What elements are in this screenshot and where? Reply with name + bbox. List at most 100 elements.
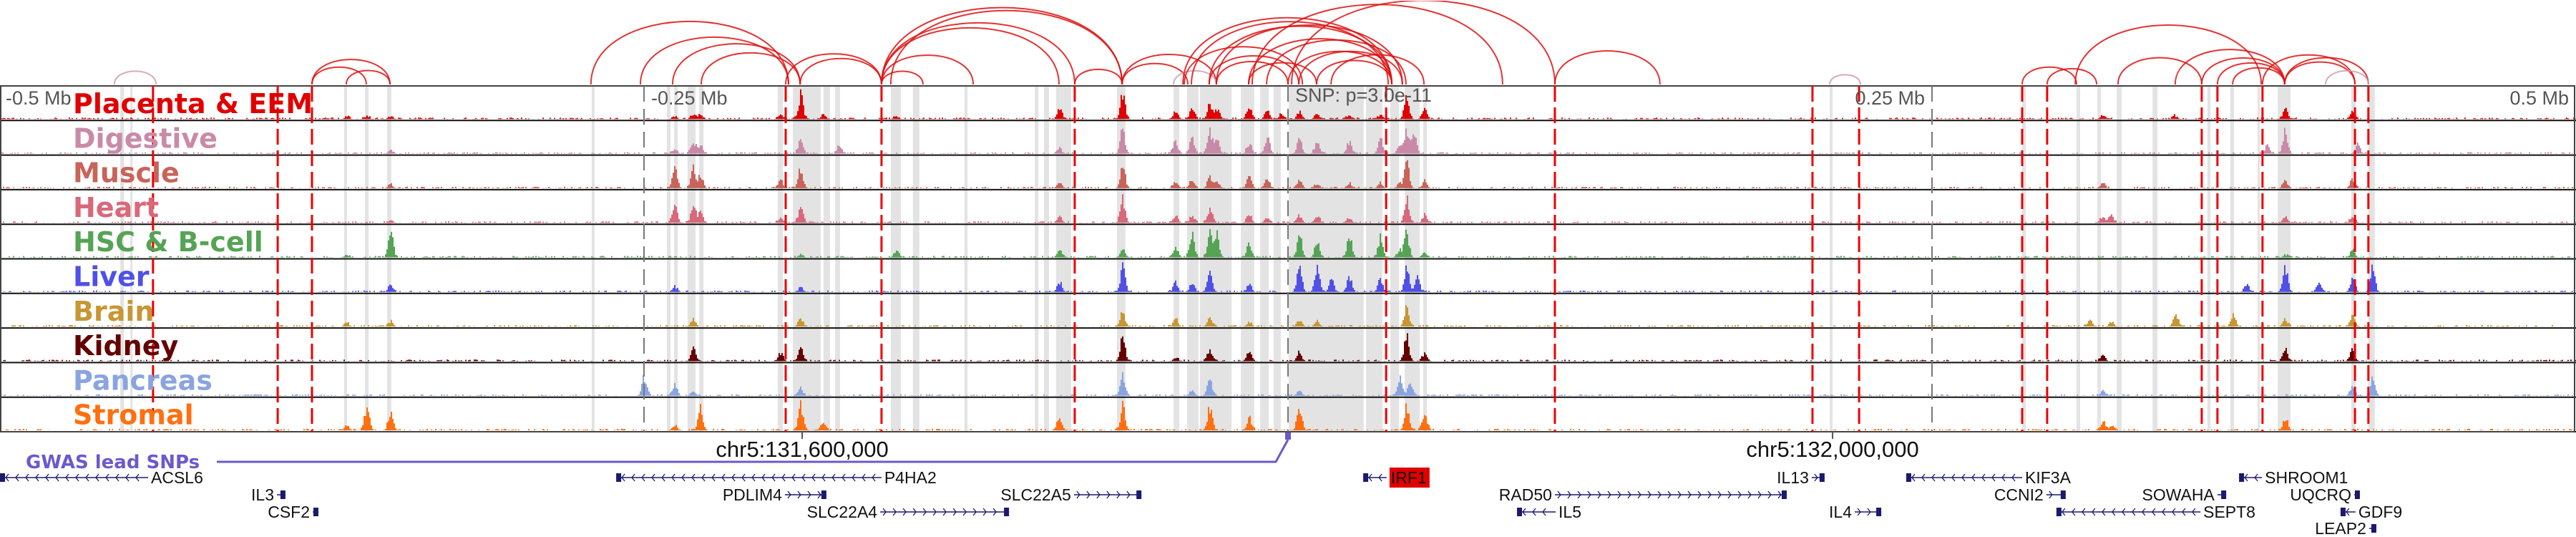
gene-pdlim4[interactable]: PDLIM4 (723, 485, 826, 504)
gene-label[interactable]: P4HA2 (884, 468, 937, 487)
interaction-arc (880, 21, 1075, 85)
gene-label[interactable]: IL4 (1829, 503, 1852, 521)
gene-label[interactable]: ACSL6 (151, 468, 203, 487)
gene-exon (2221, 490, 2227, 499)
strand-arrow-icon (872, 473, 876, 482)
strand-arrow-icon (1637, 490, 1641, 499)
gene-exon (1517, 508, 1523, 516)
strand-arrow-icon (1647, 490, 1652, 499)
gene-il5[interactable]: IL5 (1517, 503, 1581, 521)
strand-arrow-icon (1971, 473, 1976, 482)
gene-label[interactable]: IRF1 (1391, 468, 1427, 487)
interaction-arc (113, 70, 157, 85)
strand-arrow-icon (651, 473, 655, 482)
gene-p4ha2[interactable]: P4HA2 (616, 468, 937, 487)
strand-arrow-icon (105, 473, 109, 482)
interaction-arc (671, 43, 801, 85)
gene-sowaha[interactable]: SOWAHA (2142, 485, 2227, 504)
strand-arrow-icon (2182, 508, 2186, 516)
gene-ccni2[interactable]: CCNI2 (1994, 485, 2066, 504)
interaction-arc (1330, 54, 1425, 85)
strand-arrow-icon (1532, 508, 1536, 516)
gene-rad50[interactable]: RAD50 (1499, 485, 1787, 504)
gene-exon (1819, 473, 1825, 482)
gene-slc22a5[interactable]: SLC22A5 (1000, 485, 1142, 504)
gene-label[interactable]: UQCRQ (2290, 485, 2351, 504)
gene-exon (280, 490, 286, 499)
strand-arrow-icon (751, 473, 756, 482)
gene-il13[interactable]: IL13 (1777, 468, 1825, 487)
strand-arrow-icon (1126, 490, 1131, 499)
strand-arrow-icon (912, 508, 917, 516)
gene-track[interactable]: ACSL6 P4HA2 IRF1 IL13 KIF3A SHROOM1 IL3 PDLIM4 S… (0, 468, 2402, 537)
interaction-arc (1266, 39, 1407, 85)
gene-acsl6[interactable]: ACSL6 (0, 468, 203, 487)
gene-exon (313, 508, 318, 516)
gene-slc22a4[interactable]: SLC22A4 (807, 503, 1010, 521)
strand-arrow-icon (2049, 490, 2053, 499)
gwas-track: GWAS lead SNPs (26, 432, 1291, 473)
gene-label[interactable]: SLC22A5 (1000, 485, 1070, 504)
gwas-snp-marker[interactable] (1285, 432, 1291, 440)
gene-gdf9[interactable]: GDF9 (2340, 503, 2402, 521)
strand-arrow-icon (831, 473, 836, 482)
gene-uqcrq[interactable]: UQCRQ (2290, 485, 2360, 504)
strand-arrow-icon (1697, 490, 1702, 499)
interaction-arc (2046, 67, 2098, 85)
interaction-arc (889, 9, 1123, 85)
gene-label[interactable]: IL5 (1558, 503, 1581, 521)
gene-label[interactable]: RAD50 (1499, 485, 1552, 504)
gene-exon (2056, 508, 2062, 516)
gene-label[interactable]: LEAP2 (2315, 519, 2366, 537)
gene-shroom1[interactable]: SHROOM1 (2239, 468, 2348, 487)
marker-lines (152, 86, 2370, 432)
gene-exon (2354, 490, 2360, 499)
strand-arrow-icon (942, 508, 947, 516)
gene-exon (2060, 490, 2066, 499)
strand-arrow-icon (962, 508, 967, 516)
gene-label[interactable]: SEPT8 (2203, 503, 2255, 521)
gene-sept8[interactable]: SEPT8 (2056, 503, 2255, 521)
gene-label[interactable]: CSF2 (268, 503, 310, 521)
strand-arrow-icon (852, 473, 856, 482)
gene-label[interactable]: SOWAHA (2142, 485, 2215, 504)
gene-il4[interactable]: IL4 (1829, 503, 1882, 521)
gene-exon (616, 473, 622, 482)
strand-arrow-icon (1086, 490, 1091, 499)
axis-labels: -0.5 Mb -0.25 Mb SNP: p=3.0e-11 0.25 Mb … (6, 84, 2569, 109)
strand-arrow-icon (2346, 508, 2350, 516)
gene-label[interactable]: PDLIM4 (723, 485, 782, 504)
strand-arrow-icon (55, 473, 59, 482)
strand-arrow-icon (1542, 508, 1546, 516)
strand-arrow-icon (1567, 490, 1571, 499)
gene-csf2[interactable]: CSF2 (268, 503, 318, 521)
strand-arrow-icon (5, 473, 9, 482)
strand-arrow-icon (75, 473, 79, 482)
gene-label[interactable]: KIF3A (2025, 468, 2072, 487)
axis-label-right: 0.5 Mb (2509, 87, 2569, 109)
gene-label[interactable]: SHROOM1 (2265, 468, 2348, 487)
axis-label-snp: SNP: p=3.0e-11 (1295, 84, 1432, 106)
axis-label-right-mid: 0.25 Mb (1855, 87, 1925, 109)
strand-arrow-icon (125, 473, 130, 482)
gene-leap2[interactable]: LEAP2 (2315, 519, 2376, 537)
gene-label[interactable]: SLC22A4 (807, 503, 878, 521)
strand-arrow-icon (671, 473, 675, 482)
gene-label[interactable]: GDF9 (2358, 503, 2402, 521)
strand-arrow-icon (1677, 490, 1682, 499)
gene-il3[interactable]: IL3 (251, 485, 286, 504)
strand-arrow-icon (1777, 490, 1782, 499)
gene-label[interactable]: CCNI2 (1994, 485, 2044, 504)
strand-arrow-icon (135, 473, 140, 482)
gene-irf1[interactable]: IRF1 (1363, 468, 1430, 488)
strand-arrow-icon (761, 473, 766, 482)
strand-arrow-icon (771, 473, 776, 482)
gene-kif3a[interactable]: KIF3A (1906, 468, 2072, 487)
interaction-arc (880, 6, 1123, 85)
strand-arrow-icon (817, 490, 821, 499)
interaction-arc (799, 57, 882, 85)
strand-arrow-icon (1991, 473, 1996, 482)
gene-label[interactable]: IL3 (251, 485, 274, 504)
gene-label[interactable]: IL13 (1777, 468, 1809, 487)
